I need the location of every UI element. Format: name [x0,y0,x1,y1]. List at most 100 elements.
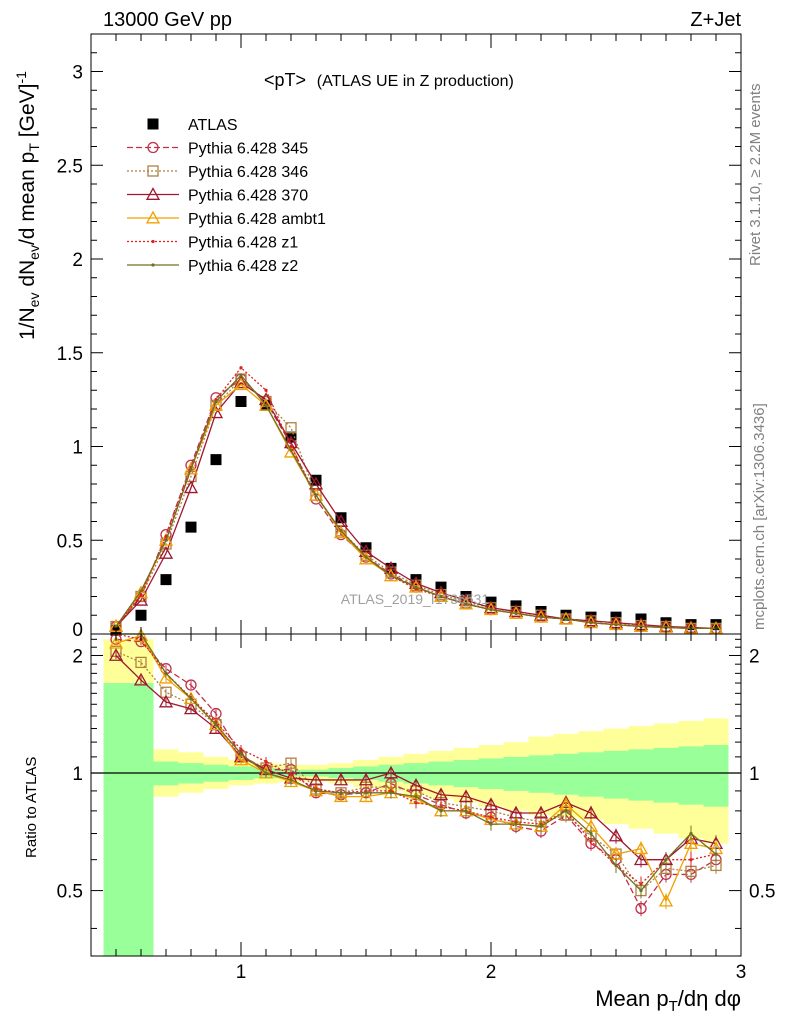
ratio-data-point [214,723,218,727]
ratio-data-point [239,752,243,756]
main-data-point [114,624,118,629]
main-data-point [589,621,593,625]
main-data-point [310,474,322,486]
legend-marker [151,263,155,267]
ratio-data-point [664,858,668,862]
ratio-data-point [164,671,168,675]
ratio-data-point [639,888,643,893]
ratio-data-point [358,789,374,803]
legend-marker [145,187,161,200]
main-data-point [183,480,199,494]
main-data-point [414,585,418,589]
main-data-point [333,525,349,539]
ratio-data-point [333,772,349,786]
ratio-data-point [589,831,593,836]
main-data-point [614,623,618,627]
main-data-point [360,542,372,554]
legend-item: Pythia 6.428 346 [127,164,308,181]
legend-item: Pythia 6.428 345 [127,141,308,158]
ratio-data-point [414,795,418,799]
main-data-point [383,568,399,582]
ratio-data-point [489,822,493,826]
main-data-point [389,574,393,578]
ratio-data-point [289,773,293,777]
chart-title-sub: (ATLAS UE in Z production) [317,73,514,90]
legend-item: ATLAS [147,117,238,134]
main-y-tick-label: 2 [72,250,83,271]
main-data-point [239,373,243,377]
ratio-data-point [483,797,499,811]
x-tick-label: 3 [736,962,747,983]
legend-label: Pythia 6.428 ambt1 [188,211,326,228]
axes-ticks: 0 0.5 1 1.5 2 2.5 3 1 2 3 0.5 0.5 1 1 2 2 [57,33,775,983]
ratio-data-point [464,809,468,813]
main-data-point [135,609,147,621]
main-data-point [439,594,443,599]
main-series-6 [114,373,718,630]
legend-item: Pythia 6.428 ambt1 [127,210,326,228]
main-data-point [283,444,299,458]
legend-label: Pythia 6.428 z2 [188,258,298,275]
main-y-tick-label: 3 [72,63,83,84]
ratio-green-band [578,752,604,797]
main-data-point [139,593,143,597]
ratio-y-axis-label: Ratio to ATLAS [23,757,40,858]
ratio-data-point [233,752,249,766]
main-data-point [339,529,343,533]
main-data-point [139,589,143,593]
main-data-point [564,617,568,621]
main-data-point [383,561,399,574]
main-data-point [160,574,172,586]
main-data-point [133,592,149,606]
main-data-point [235,396,247,407]
ratio-data-point [439,809,443,813]
main-data-point [264,388,268,392]
main-data-point [508,604,524,617]
rivet-version-label: Rivet 3.1.10, ≥ 2.2M events [747,84,764,267]
ratio-data-point [108,648,124,661]
ratio-data-point [608,828,624,842]
main-data-point [710,619,722,631]
main-data-point [539,615,543,619]
ratio-panel-content [108,628,724,917]
main-data-point [285,422,297,434]
ratio-y-tick-label-right: 0.5 [749,882,775,903]
ratio-data-point [689,831,693,836]
ratio-green-band [703,744,729,807]
main-data-point [489,608,493,612]
main-y-tick-label: 0 [72,620,83,641]
main-data-point [189,467,193,471]
ratio-data-point [289,778,293,782]
ratio-green-band [553,753,579,795]
ratio-data-point [658,893,674,907]
ratio-y-tick-label-right: 1 [749,764,760,785]
ratio-data-point [185,679,197,691]
x-axis-label: Mean pT/dη dφ [595,986,741,1015]
main-data-point [408,579,424,593]
ratio-data-point [633,852,649,866]
analysis-watermark: ATLAS_2019_I1736531 [341,591,490,607]
chart-title: <pT> (ATLAS UE in Z production) [264,70,514,90]
x-tick-label: 1 [236,962,247,983]
main-series-line [115,381,717,630]
main-data-point [133,585,149,599]
main-data-point [208,397,224,411]
ratio-data-point [564,809,568,813]
legend-label: ATLAS [188,117,238,134]
main-y-tick-label: 1 [72,438,83,459]
main-y-tick-label: 1.5 [57,344,83,365]
ratio-data-point [489,815,493,819]
ratio-data-point [683,836,699,849]
ratio-data-point [458,789,474,803]
main-panel-content [108,366,724,636]
legend-marker [147,165,159,177]
x-tick-label: 2 [486,962,497,983]
ratio-data-point [258,765,274,779]
legend-marker [145,210,161,224]
ratio-data-point [589,839,593,843]
main-data-point [533,607,549,621]
main-data-point [214,399,218,404]
main-data-point [158,532,174,546]
main-data-point [185,521,197,533]
